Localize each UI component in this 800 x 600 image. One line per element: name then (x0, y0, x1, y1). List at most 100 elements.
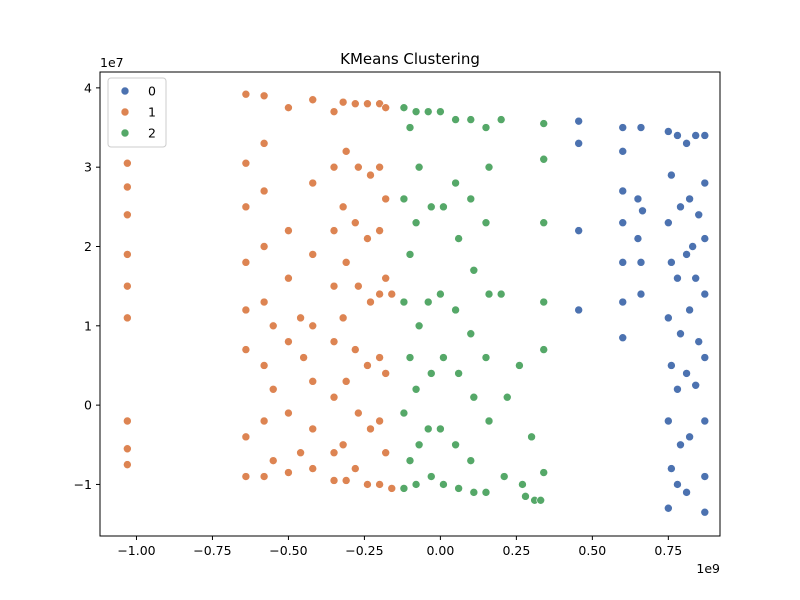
point-cluster-1-56 (338, 313, 348, 323)
point-cluster-0-0 (574, 116, 583, 126)
point-cluster-2-64 (536, 496, 545, 505)
x-tick-label: −0.25 (345, 543, 383, 558)
point-cluster-1-6 (123, 416, 132, 426)
point-cluster-1-82 (381, 194, 390, 204)
point-cluster-0-12 (633, 194, 643, 204)
point-cluster-0-50 (700, 353, 710, 362)
point-cluster-2-29 (451, 178, 460, 188)
point-cluster-2-46 (481, 353, 491, 362)
y-tick-label: −1 (74, 477, 92, 492)
points-layer (123, 89, 710, 517)
point-cluster-1-30 (284, 273, 293, 283)
point-cluster-1-35 (299, 353, 308, 362)
point-cluster-0-46 (700, 131, 710, 140)
point-cluster-1-67 (363, 99, 372, 109)
point-cluster-1-18 (259, 139, 269, 148)
point-cluster-1-38 (308, 178, 318, 188)
point-cluster-2-42 (481, 123, 491, 132)
point-cluster-2-19 (426, 369, 436, 378)
point-cluster-1-28 (284, 103, 293, 112)
point-cluster-0-31 (676, 440, 685, 450)
point-cluster-1-36 (296, 448, 305, 458)
point-cluster-0-16 (638, 206, 647, 216)
point-cluster-2-63 (539, 468, 549, 477)
point-cluster-1-44 (329, 107, 339, 116)
point-cluster-1-74 (375, 99, 384, 109)
legend-label-0: 0 (148, 84, 156, 99)
point-cluster-0-29 (676, 329, 685, 339)
point-cluster-1-83 (381, 273, 390, 283)
point-cluster-1-59 (341, 476, 351, 485)
legend-marker-1 (120, 107, 130, 117)
y-tick-label: 1 (84, 318, 92, 333)
point-cluster-2-31 (451, 305, 460, 315)
point-cluster-1-20 (259, 242, 269, 251)
point-cluster-0-28 (673, 273, 682, 283)
point-cluster-2-22 (436, 107, 445, 116)
point-cluster-0-48 (700, 234, 710, 243)
point-cluster-1-61 (354, 162, 363, 172)
point-cluster-2-14 (414, 440, 424, 450)
point-cluster-0-45 (688, 242, 697, 251)
point-cluster-2-9 (411, 107, 421, 116)
point-cluster-0-43 (694, 337, 704, 346)
point-cluster-1-32 (284, 408, 293, 418)
legend-label-1: 1 (148, 105, 156, 120)
point-cluster-0-4 (618, 123, 628, 132)
point-cluster-0-7 (618, 218, 628, 228)
point-cluster-2-40 (466, 456, 476, 465)
point-cluster-1-87 (387, 484, 397, 493)
point-cluster-1-37 (308, 95, 318, 105)
point-cluster-0-37 (682, 369, 691, 378)
point-cluster-0-25 (664, 503, 673, 513)
y-tick-label: 3 (84, 160, 92, 175)
point-cluster-1-25 (268, 321, 278, 331)
point-cluster-2-15 (411, 480, 421, 489)
point-cluster-0-1 (574, 139, 583, 148)
point-cluster-1-40 (308, 321, 318, 331)
point-cluster-2-52 (496, 115, 506, 124)
point-cluster-2-1 (405, 123, 415, 132)
x-tick-label: 0.75 (654, 543, 682, 558)
point-cluster-2-61 (539, 297, 549, 307)
point-cluster-2-18 (423, 297, 433, 307)
point-cluster-1-86 (387, 289, 397, 299)
y-tick-label: 2 (84, 239, 92, 254)
point-cluster-2-16 (423, 107, 433, 116)
point-cluster-2-5 (405, 353, 415, 362)
point-cluster-1-71 (363, 361, 372, 370)
point-cluster-1-75 (375, 162, 384, 172)
point-cluster-1-4 (123, 281, 132, 291)
point-cluster-2-39 (469, 392, 479, 402)
point-cluster-0-8 (618, 258, 628, 267)
point-cluster-0-47 (700, 178, 710, 188)
y-axis-multiplier: 1e7 (100, 55, 124, 70)
point-cluster-2-48 (481, 488, 491, 497)
x-tick-label: 0.50 (578, 543, 606, 558)
point-cluster-0-49 (700, 289, 710, 299)
point-cluster-0-20 (667, 258, 676, 267)
point-cluster-2-54 (518, 480, 527, 489)
point-cluster-2-27 (439, 480, 448, 489)
point-cluster-1-77 (375, 289, 384, 299)
point-cluster-0-52 (700, 472, 710, 481)
point-cluster-1-29 (284, 226, 293, 235)
point-cluster-1-43 (308, 464, 318, 473)
point-cluster-0-18 (667, 170, 676, 180)
x-tick-label: 0.00 (426, 543, 454, 558)
point-cluster-1-16 (241, 472, 251, 481)
point-cluster-1-54 (338, 202, 348, 212)
point-cluster-2-44 (481, 218, 491, 228)
point-cluster-1-51 (329, 476, 339, 485)
y-tick-label: 0 (84, 398, 92, 413)
point-cluster-1-5 (123, 313, 132, 323)
point-cluster-2-3 (405, 250, 415, 259)
point-cluster-0-15 (636, 289, 646, 299)
point-cluster-1-50 (329, 448, 339, 458)
x-axis-multiplier: 1e9 (696, 561, 720, 576)
point-cluster-2-33 (451, 440, 460, 450)
point-cluster-1-19 (259, 186, 269, 196)
point-cluster-1-33 (284, 468, 293, 477)
point-cluster-1-78 (375, 353, 384, 362)
point-cluster-1-12 (241, 258, 251, 267)
